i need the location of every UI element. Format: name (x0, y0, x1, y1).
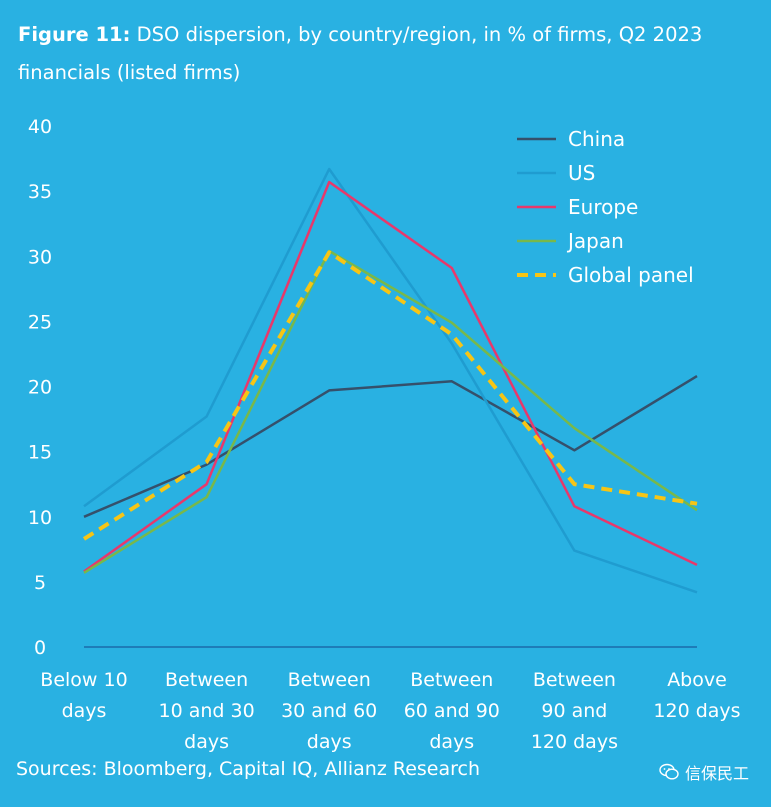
watermark-text: 信保民工 (684, 764, 749, 783)
x-category-label: Between 90 and 120 days (531, 669, 618, 753)
x-category-label: Below 10 days (40, 669, 127, 722)
x-category-label: Between 30 and 60 days (281, 669, 377, 753)
legend-label: Japan (566, 229, 624, 253)
x-axis-categories: Below 10 days Between 10 and 30 days Between 3… (40, 669, 740, 753)
title-text: DSO dispersion, by country/region, in % … (18, 23, 703, 84)
source-note: Sources: Bloomberg, Capital IQ, Allianz … (16, 758, 481, 780)
y-tick-label: 15 (28, 442, 52, 464)
y-tick-label: 25 (28, 311, 52, 333)
watermark: 信保民工 (659, 760, 749, 784)
legend-label: Global panel (568, 263, 694, 287)
y-tick-label: 40 (28, 116, 52, 138)
legend-label: US (568, 161, 595, 185)
series-line-us (83, 167, 698, 594)
x-category-label: Between 60 and 90 days (404, 669, 500, 753)
y-tick-label: 5 (34, 572, 46, 594)
series-lines (82, 167, 698, 594)
y-tick-label: 0 (34, 637, 46, 659)
x-category-label: Between 10 and 30 days (159, 669, 255, 753)
legend-label: China (568, 127, 625, 151)
legend-label: Europe (568, 195, 638, 219)
wechat-icon (659, 763, 679, 780)
y-tick-label: 35 (28, 181, 52, 203)
series-line-global-panel (82, 250, 698, 541)
y-tick-label: 30 (28, 246, 52, 268)
series-line-europe (83, 180, 698, 573)
series-line-japan (83, 249, 698, 574)
figure-label: Figure 11: (18, 23, 131, 46)
chart-title: Figure 11: DSO dispersion, by country/re… (18, 16, 758, 92)
x-category-label: Above 120 days (653, 669, 740, 722)
y-axis: 0 5 10 15 20 25 30 35 40 (28, 116, 52, 659)
series-line-china (83, 375, 698, 518)
y-tick-label: 20 (28, 377, 52, 399)
y-tick-label: 10 (28, 507, 52, 529)
legend: China US Europe Japan Global panel (517, 127, 694, 287)
